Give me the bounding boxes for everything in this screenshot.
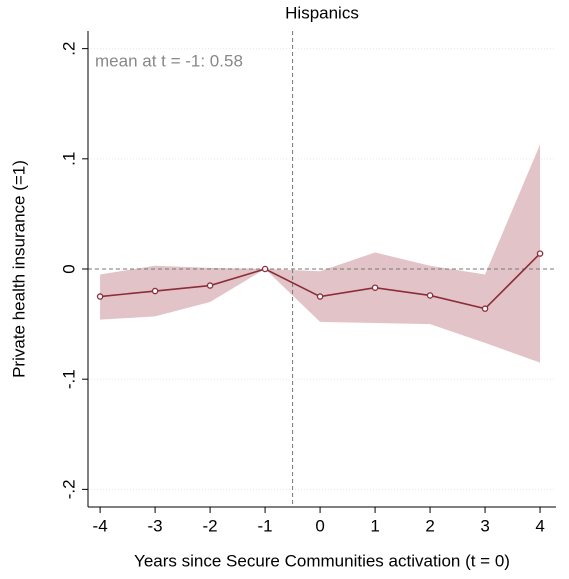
point (206, 282, 214, 289)
x-tick-label: 0 (315, 516, 324, 535)
y-axis-label: Private health insurance (=1) (9, 160, 28, 378)
point (481, 305, 489, 312)
y-tick-label: .2 (59, 42, 78, 56)
x-tick-label: 1 (370, 516, 379, 535)
x-tick-label: -3 (148, 516, 163, 535)
x-tick-label: 3 (480, 516, 489, 535)
y-tick-label: -.1 (59, 369, 78, 389)
x-tick-label: 4 (535, 516, 544, 535)
point (316, 293, 324, 300)
point (261, 265, 269, 273)
annotation: mean at t = -1: 0.58 (95, 51, 243, 70)
point (371, 284, 379, 291)
point (151, 287, 159, 295)
point (426, 292, 434, 299)
x-axis-label: Years since Secure Communities activatio… (134, 551, 510, 570)
chart-title: Hispanics (285, 3, 359, 22)
y-tick-label: .1 (59, 152, 78, 166)
x-tick-label: -4 (93, 516, 108, 535)
confidence-band (100, 144, 541, 363)
point (536, 250, 544, 257)
x-tick-label: -1 (258, 516, 273, 535)
x-tick-label: -2 (203, 516, 218, 535)
y-tick-label: 0 (59, 264, 78, 273)
x-tick-label: 2 (425, 516, 434, 535)
y-tick-label: -.2 (59, 479, 78, 499)
point (96, 293, 104, 300)
